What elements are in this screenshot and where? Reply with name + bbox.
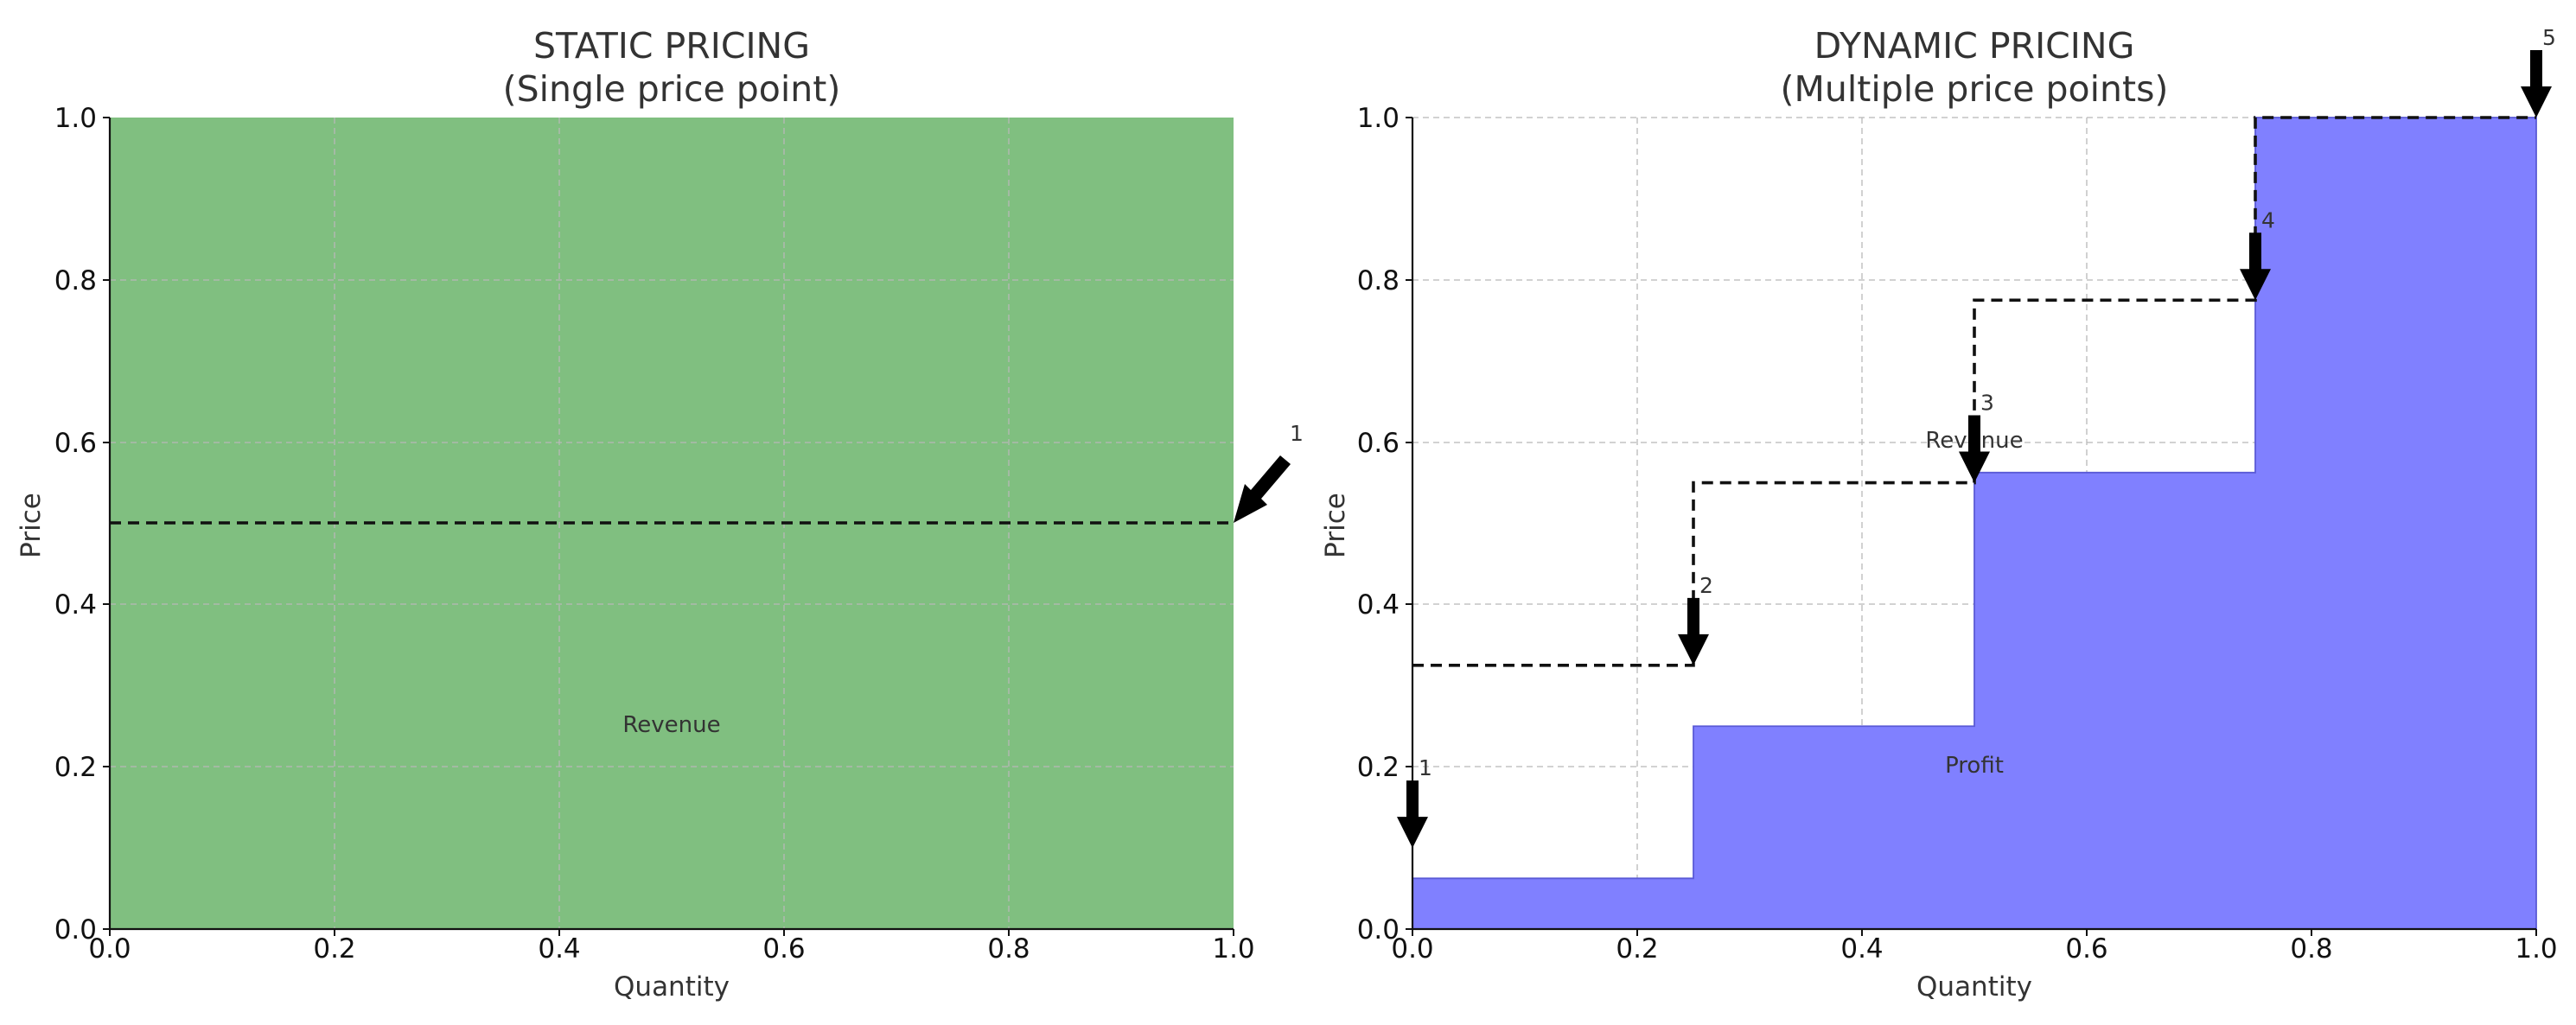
profit-label: Profit xyxy=(1945,753,2004,779)
arrow-4: 4 xyxy=(2240,207,2275,301)
arrow-shape xyxy=(1678,597,1709,665)
y-tick-label: 0.0 xyxy=(54,914,97,945)
x-tick-label: 0.0 xyxy=(88,933,131,965)
arrow-shape xyxy=(2521,50,2552,118)
static-pricing-chart: STATIC PRICING (Single price point) 0.0 … xyxy=(16,25,1304,1003)
profit-area xyxy=(1412,117,2537,930)
arrow-2: 2 xyxy=(1678,573,1713,665)
y-axis-label: Price xyxy=(16,493,47,558)
x-tick-label: 0.4 xyxy=(1840,933,1883,965)
chart-subtitle: (Single price point) xyxy=(503,68,841,110)
arrow-1-label: 1 xyxy=(1290,421,1304,446)
arrow-3: 3 xyxy=(1959,391,1994,483)
arrow-5: 5 xyxy=(2521,25,2556,118)
y-tick-label: 0.4 xyxy=(1357,589,1400,621)
revenue-label: Revenue xyxy=(622,712,720,738)
x-tick-label: 0.2 xyxy=(313,933,355,965)
y-tick-label: 0.4 xyxy=(54,589,97,621)
chart-title: DYNAMIC PRICING xyxy=(1814,25,2135,67)
y-tick-label: 0.2 xyxy=(54,752,97,783)
arrow-label: 5 xyxy=(2542,25,2556,50)
y-tick-label: 0.8 xyxy=(54,265,97,296)
x-tick-label: 0.6 xyxy=(762,933,805,965)
chart-subtitle: (Multiple price points) xyxy=(1781,68,2169,110)
y-tick-label: 0.8 xyxy=(1357,265,1400,296)
arrow-1: 1 xyxy=(1234,421,1304,523)
chart-title: STATIC PRICING xyxy=(533,25,810,67)
x-tick-label: 0.0 xyxy=(1391,933,1433,965)
arrow-shape xyxy=(1397,780,1428,849)
y-tick-label: 0.0 xyxy=(1357,914,1400,945)
y-tick-label: 1.0 xyxy=(54,103,97,134)
y-tick-label: 0.2 xyxy=(1357,752,1400,783)
x-tick-label: 0.8 xyxy=(2290,933,2332,965)
x-axis-label: Quantity xyxy=(614,971,730,1003)
x-tick-label: 0.8 xyxy=(987,933,1030,965)
x-tick-label: 0.4 xyxy=(538,933,580,965)
arrow-label: 2 xyxy=(1699,573,1713,598)
arrow-shape xyxy=(2240,232,2271,301)
arrow-markers: 1 2 3 4 5 xyxy=(1397,25,2556,849)
arrow-label: 4 xyxy=(2261,207,2275,232)
arrow-1: 1 xyxy=(1397,755,1432,849)
y-axis: 0.0 0.2 0.4 0.6 0.8 1.0 Price xyxy=(1320,103,1412,945)
x-tick-label: 1.0 xyxy=(2515,933,2557,965)
arrow-label: 1 xyxy=(1419,755,1432,780)
y-axis: 0.0 0.2 0.4 0.6 0.8 1.0 Price xyxy=(16,103,110,945)
y-tick-label: 0.6 xyxy=(1357,428,1400,459)
y-axis-label: Price xyxy=(1320,493,1351,558)
x-axis: 0.0 0.2 0.4 0.6 0.8 1.0 Quantity xyxy=(88,929,1255,1003)
y-tick-label: 1.0 xyxy=(1357,103,1400,134)
y-tick-label: 0.6 xyxy=(54,428,97,459)
dynamic-pricing-chart: DYNAMIC PRICING (Multiple price points) … xyxy=(1320,25,2558,1003)
x-axis: 0.0 0.2 0.4 0.6 0.8 1.0 Quantity xyxy=(1391,929,2558,1003)
x-tick-label: 0.2 xyxy=(1616,933,1658,965)
arrow-shape xyxy=(1959,415,1990,483)
x-tick-label: 1.0 xyxy=(1212,933,1254,965)
arrow-label: 3 xyxy=(1980,391,1994,416)
x-tick-label: 0.6 xyxy=(2065,933,2107,965)
x-axis-label: Quantity xyxy=(1916,971,2032,1003)
profit-step-area xyxy=(1412,117,2537,930)
